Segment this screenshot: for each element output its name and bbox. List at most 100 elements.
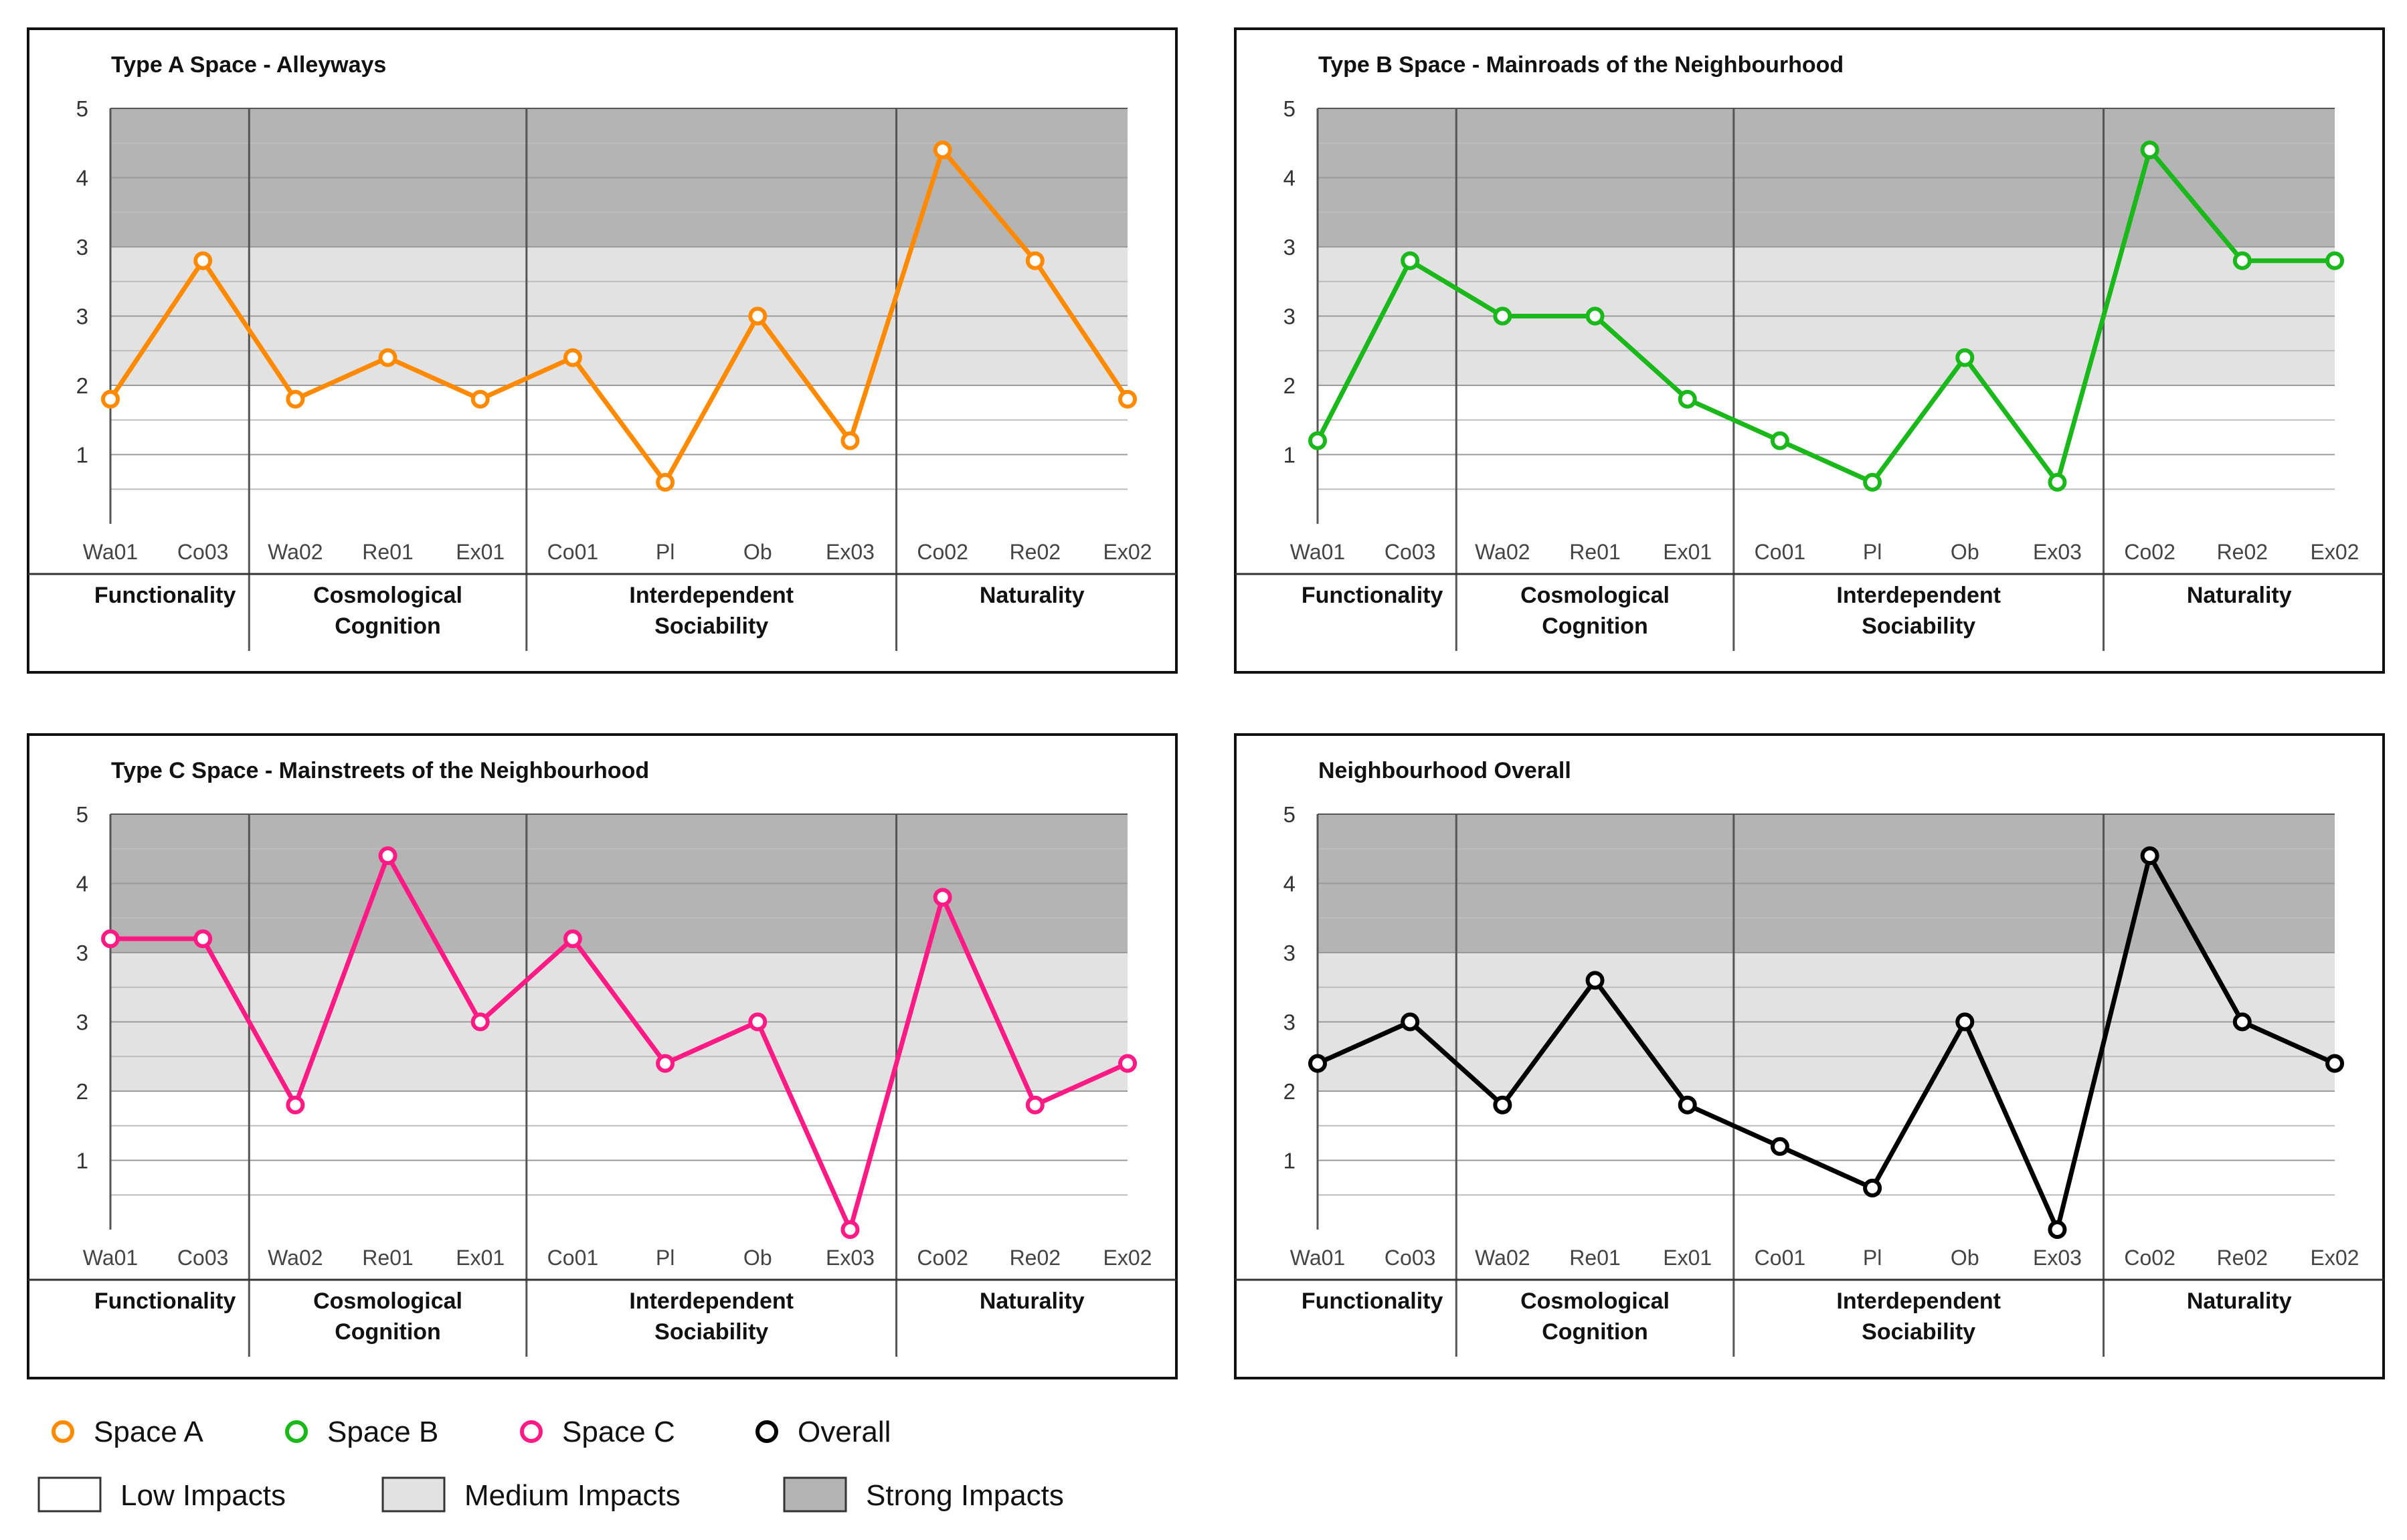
group-label-line: Cosmological [313,1288,462,1314]
y-tick-label: 3 [1283,1010,1296,1035]
legend-series-marker [755,1420,778,1443]
group-label-line: Functionality [94,583,236,608]
legend-series-label: Space A [94,1416,204,1448]
x-tick-label: Ex01 [456,1246,505,1270]
chart-panel: Type B Space - Mainroads of the Neighbou… [1234,27,2385,674]
x-tick-label: Wa02 [1475,540,1530,564]
data-point [2140,846,2159,866]
x-tick-label: Pl [1863,1246,1882,1270]
x-tick-label: Ex02 [2311,1246,2359,1270]
data-point [656,1054,675,1073]
y-tick-label: 1 [76,443,88,468]
x-tick-label: Ex01 [1663,540,1712,564]
y-tick-label: 2 [76,373,88,398]
group-label: Interdependent Sociability [1836,1288,2001,1345]
series-line [1315,147,2335,485]
y-tick-label: 4 [76,872,88,896]
x-tick-label: Co03 [1385,540,1436,564]
x-tick-label: Ex03 [826,540,875,564]
y-tick-label: 4 [1283,872,1296,896]
data-point [1585,971,1605,990]
x-tick-label: Co02 [2124,1246,2175,1270]
group-label-line: Cosmological [1520,583,1670,608]
legend-series-label: Space C [562,1416,675,1448]
group-label-line: Cognition [1542,1319,1648,1345]
legend-series-label: Overall [798,1416,891,1448]
y-tick-label: 1 [1283,1149,1296,1173]
data-point [1863,1178,1882,1197]
x-tick-label: Co01 [1755,1246,1806,1270]
data-point [378,846,397,866]
data-point [101,929,120,949]
y-tick-label: 3 [76,941,88,965]
x-tick-label: Ex03 [2033,540,2082,564]
data-point [1401,1012,1420,1032]
series-line [1316,853,2336,1232]
data-point [1493,1095,1512,1115]
chart-panel: Type C Space - Mainstreets of the Neighb… [27,733,1178,1379]
x-tick-label: Pl [1863,540,1882,564]
y-tick-label: 2 [1283,1079,1296,1104]
group-label: Naturality [2187,1288,2292,1314]
data-point [1863,472,1882,492]
data-point [933,888,952,907]
group-label: Cosmological Cognition [313,583,462,639]
group-label-line: Functionality [1302,1288,1443,1314]
x-tick-label: Ob [1951,1246,1979,1270]
legend-series-marker [285,1420,308,1443]
data-point [193,251,213,270]
data-point [378,348,397,367]
group-label-line: Cognition [335,1319,441,1345]
data-point [1770,431,1789,450]
legend-zone-label: Medium Impacts [464,1479,681,1512]
group-label-line: Sociability [654,613,768,639]
x-tick-label: Ex02 [1103,540,1152,564]
group-label: Interdependent Sociability [629,1288,794,1345]
legend-series-marker [520,1420,543,1443]
x-tick-label: Co03 [177,540,229,564]
legend-zone-swatch [381,1476,446,1513]
data-point [286,389,305,409]
x-tick-label: Co01 [547,1246,599,1270]
group-label: Functionality [1302,583,1443,608]
x-tick-label: Co01 [547,540,599,564]
x-tick-label: Re01 [1569,540,1621,564]
data-point [1025,1095,1045,1115]
x-tick-label: Ex03 [2033,1246,2082,1270]
y-tick-label: 1 [1283,443,1296,468]
y-tick-label: 3 [1283,941,1296,965]
y-tick-label: 1 [76,1149,88,1173]
x-tick-label: Wa01 [83,540,138,564]
data-point [2140,140,2159,160]
data-point [1025,251,1045,270]
data-point [933,140,952,160]
data-point [1118,1054,1137,1073]
x-tick-label: Re02 [1010,1246,1061,1270]
x-tick-label: Wa02 [268,540,323,564]
chart-title: Neighbourhood Overall [1318,758,1571,783]
y-tick-label: 3 [76,235,88,260]
y-tick-label: 3 [76,1010,88,1035]
group-label-line: Interdependent [1836,1288,2001,1314]
group-label: Cosmological Cognition [1520,583,1670,639]
x-tick-label: Wa02 [268,1246,323,1270]
legend-series-label: Space B [327,1416,438,1448]
data-point [563,929,582,949]
group-label: Functionality [94,1288,236,1314]
data-point [2048,1220,2067,1239]
y-tick-label: 3 [1283,235,1296,260]
x-tick-label: Ex01 [456,540,505,564]
x-tick-label: Co02 [917,540,968,564]
group-label: Interdependent Sociability [629,583,794,639]
group-label-line: Naturality [2187,1288,2292,1314]
legend: Space A Space B Space C Overall Low Impacts M… [37,1416,1064,1513]
x-tick-label: Ex01 [1663,1246,1712,1270]
data-point [193,929,213,949]
group-label-line: Naturality [980,1288,1085,1314]
x-tick-label: Ob [743,1246,772,1270]
x-tick-label: Wa01 [1290,540,1345,564]
x-tick-label: Re01 [1569,1246,1621,1270]
data-point [2325,1054,2344,1073]
x-tick-label: Co02 [2124,540,2175,564]
